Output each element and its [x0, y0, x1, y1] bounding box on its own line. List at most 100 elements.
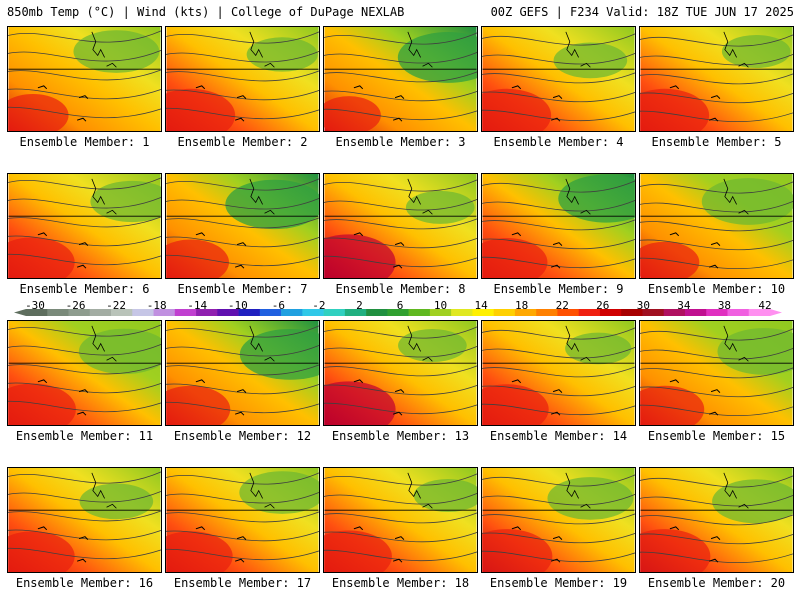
colorbar-swatch — [47, 309, 69, 316]
height-contour — [482, 493, 635, 506]
great-lakes-outline — [249, 472, 275, 509]
cool-airmass — [558, 174, 635, 223]
wind-barb — [669, 232, 680, 237]
colorbar-swatch — [196, 309, 218, 316]
wind-barb — [195, 526, 206, 531]
colorbar-min-arrow — [14, 309, 26, 316]
height-contour — [640, 475, 793, 488]
wind-barb — [78, 242, 89, 246]
wind-barb — [76, 558, 87, 563]
great-lakes-outline — [249, 31, 275, 68]
height-contour — [640, 53, 793, 66]
map-panel — [165, 320, 320, 426]
colorbar-swatch — [174, 309, 197, 316]
height-contour — [166, 254, 319, 267]
colorbar-swatch — [238, 309, 261, 316]
great-lakes-outline — [407, 325, 433, 362]
ensemble-member-map — [481, 320, 636, 426]
height-contour — [324, 179, 477, 192]
wind-barb — [353, 379, 364, 384]
height-contour — [166, 472, 319, 485]
wind-barb — [78, 536, 89, 540]
wind-barb — [195, 232, 206, 237]
wind-barb — [552, 389, 563, 393]
height-contour — [324, 473, 477, 486]
ensemble-member-label: Ensemble Member: 19 — [489, 576, 628, 590]
ensemble-member-map — [639, 26, 794, 132]
ensemble-member-map — [323, 467, 478, 573]
warm-airmass — [482, 384, 549, 425]
height-contour — [324, 218, 477, 230]
great-lakes-outline — [407, 178, 433, 215]
map-panel — [7, 173, 162, 279]
wind-barb — [76, 411, 87, 416]
colorbar-tick-label: 14 — [474, 299, 488, 312]
height-contour — [166, 50, 319, 63]
ensemble-member-label: Ensemble Member: 18 — [331, 576, 470, 590]
wind-barb — [710, 95, 721, 99]
cool-airmass — [398, 329, 467, 363]
wind-barb — [234, 117, 245, 122]
wind-barb — [236, 536, 247, 540]
map-panel — [7, 26, 162, 132]
ensemble-member-map — [165, 173, 320, 279]
wind-barb — [708, 558, 719, 563]
wind-barb — [550, 558, 561, 563]
height-contour — [324, 198, 477, 211]
height-contour — [8, 216, 161, 228]
height-contour — [640, 386, 793, 398]
colorbar-tick-label: 6 — [396, 299, 404, 312]
colorbar-swatch — [111, 309, 133, 316]
height-contour — [482, 403, 635, 416]
colorbar-swatch — [259, 309, 282, 316]
colorbar-tick-label: -26 — [65, 299, 86, 312]
height-contour — [324, 32, 477, 45]
colorbar-swatch — [578, 309, 601, 316]
height-contour — [482, 219, 635, 231]
height-contour — [8, 471, 161, 484]
great-lakes-outline — [91, 472, 117, 509]
height-contour — [640, 181, 793, 194]
wind-barb — [392, 264, 403, 269]
height-contour — [166, 401, 319, 414]
colorbar-swatch — [663, 309, 686, 316]
ensemble-member-map — [639, 467, 794, 573]
wind-barb — [76, 264, 87, 269]
cool-airmass — [565, 332, 632, 365]
wind-barb — [236, 95, 247, 99]
warm-airmass — [482, 88, 552, 131]
height-contour — [640, 347, 793, 360]
wind-barb — [394, 536, 405, 540]
ensemble-member-label: Ensemble Member: 12 — [173, 429, 312, 443]
height-contour — [324, 51, 477, 64]
height-contour — [640, 367, 793, 379]
height-contour — [166, 70, 319, 82]
height-contour — [640, 220, 793, 232]
height-contour — [8, 529, 161, 541]
height-contour — [482, 385, 635, 397]
ensemble-member-map — [323, 320, 478, 426]
height-contour — [166, 344, 319, 357]
wind-barb — [511, 232, 522, 237]
wind-barb — [37, 526, 48, 531]
great-lakes-outline — [407, 31, 433, 68]
wind-barb — [392, 117, 403, 122]
colorbar-tick-label: -10 — [227, 299, 248, 312]
wind-barb — [78, 95, 89, 99]
wind-barb — [511, 85, 522, 90]
wind-barb — [234, 264, 245, 269]
ensemble-member-map — [323, 173, 478, 279]
height-contour — [324, 384, 477, 396]
height-contour — [8, 106, 161, 119]
colorbar-tick-label: 34 — [677, 299, 691, 312]
height-contour — [324, 71, 477, 83]
height-contour — [8, 88, 161, 100]
great-lakes-outline — [723, 31, 749, 68]
colorbar-tick-label: -22 — [106, 299, 127, 312]
wind-barb — [550, 117, 561, 122]
colorbar-swatch — [302, 309, 324, 316]
height-contour — [166, 548, 319, 561]
height-contour — [324, 108, 477, 121]
wind-barb — [394, 95, 405, 99]
ensemble-member-label: Ensemble Member: 6 — [19, 282, 150, 296]
